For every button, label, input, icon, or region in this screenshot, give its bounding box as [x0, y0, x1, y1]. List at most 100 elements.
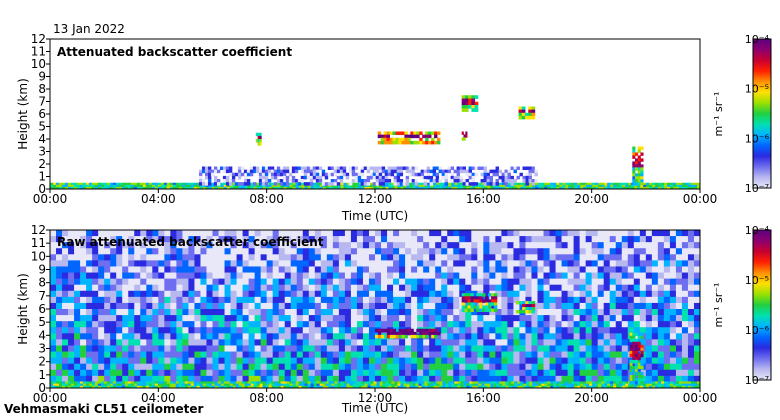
heatmap-cell: [266, 248, 274, 255]
heatmap-cell: [597, 230, 605, 237]
heatmap-cell: [272, 315, 280, 322]
heatmap-cell: [609, 321, 617, 328]
heatmap-cell: [289, 385, 294, 388]
heatmap-cell: [381, 166, 386, 171]
heatmap-cell: [436, 383, 440, 387]
heatmap-cell: [423, 169, 428, 174]
heatmap-cell: [212, 242, 219, 249]
heatmap-cell: [62, 272, 69, 280]
heatmap-cell: [220, 383, 225, 387]
heatmap-cell: [356, 375, 364, 383]
heatmap-cell: [428, 134, 432, 139]
heatmap-cell: [410, 328, 414, 333]
heatmap-cell: [561, 315, 568, 322]
heatmap-cell: [170, 327, 177, 334]
heatmap-cell: [145, 385, 150, 388]
heatmap-cell: [248, 254, 256, 261]
heatmap-cell: [411, 236, 418, 243]
heatmap-cell: [519, 363, 526, 371]
heatmap-cell: [254, 230, 262, 237]
heatmap-cell: [212, 363, 219, 371]
heatmap-cell: [561, 369, 568, 377]
heatmap-cell: [354, 179, 359, 183]
heatmap-cell: [266, 309, 274, 316]
heatmap-cell: [681, 351, 689, 359]
heatmap-cell: [242, 242, 250, 249]
heatmap-cell: [97, 182, 102, 186]
heatmap-cell: [640, 182, 644, 186]
heatmap-cell: [109, 182, 114, 186]
heatmap-cell: [585, 284, 593, 292]
heatmap-cell: [397, 385, 401, 388]
heatmap-cell: [231, 172, 236, 177]
heatmap-cell: [565, 184, 569, 188]
heatmap-cell: [320, 302, 328, 310]
heatmap-cell: [254, 369, 262, 377]
heatmap-cell: [478, 184, 482, 188]
heatmap-cell: [327, 182, 332, 186]
heatmap-cell: [687, 230, 695, 237]
heatmap-cell: [514, 385, 518, 388]
heatmap-cell: [688, 385, 692, 388]
heatmap-cell: [261, 182, 266, 186]
heatmap-cell: [220, 186, 225, 189]
heatmap-cell: [432, 179, 437, 183]
heatmap-cell: [633, 333, 641, 340]
heatmap-cell: [94, 385, 99, 388]
heatmap-cell: [200, 315, 207, 322]
heatmap-cell: [399, 302, 406, 310]
heatmap-cell: [483, 333, 490, 340]
heatmap-cell: [388, 186, 392, 189]
heatmap-cell: [302, 254, 310, 261]
heatmap-cell: [204, 175, 209, 180]
heatmap-cell: [543, 357, 550, 365]
heatmap-cell: [326, 363, 334, 371]
heatmap-cell: [591, 254, 599, 261]
heatmap-cell: [285, 179, 290, 183]
heatmap-cell: [357, 172, 362, 177]
heatmap-cell: [519, 321, 526, 328]
heatmap-cell: [489, 363, 496, 371]
heatmap-cell: [597, 302, 605, 310]
heatmap-cell: [424, 383, 428, 387]
heatmap-cell: [122, 284, 129, 292]
heatmap-cell: [225, 166, 230, 171]
heatmap-cell: [403, 381, 407, 385]
heatmap-cell: [236, 296, 243, 304]
heatmap-cell: [525, 242, 532, 249]
heatmap-cell: [291, 166, 296, 171]
heatmap-cell: [559, 383, 563, 387]
heatmap-cell: [314, 302, 322, 310]
heatmap-cell: [86, 327, 93, 334]
heatmap-cell: [278, 333, 286, 340]
heatmap-cell: [519, 254, 526, 261]
heatmap-cell: [314, 236, 322, 243]
heatmap-cell: [428, 140, 432, 145]
heatmap-cell: [50, 284, 57, 292]
heatmap-cell: [483, 169, 487, 174]
heatmap-cell: [501, 345, 508, 352]
heatmap-cell: [549, 296, 556, 304]
heatmap-cell: [296, 302, 304, 310]
heatmap-cell: [70, 385, 75, 388]
heatmap-cell: [681, 315, 689, 322]
heatmap-cell: [432, 166, 437, 171]
heatmap-cell: [675, 315, 683, 322]
heatmap-cell: [502, 186, 506, 189]
heatmap-cell: [469, 184, 473, 188]
heatmap-cell: [669, 272, 677, 280]
heatmap-cell: [337, 385, 341, 388]
heatmap-cell: [200, 321, 207, 328]
heatmap-cell: [603, 302, 611, 310]
heatmap-cell: [368, 357, 376, 365]
heatmap-cell: [577, 383, 581, 387]
heatmap-cell: [492, 169, 496, 174]
heatmap-cell: [640, 170, 644, 174]
heatmap-cell: [553, 182, 557, 186]
heatmap-cell: [441, 172, 446, 177]
heatmap-cell: [170, 309, 177, 316]
heatmap-cell: [338, 242, 346, 249]
heatmap-cell: [447, 315, 454, 322]
heatmap-cell: [56, 284, 63, 292]
heatmap-cell: [427, 184, 431, 188]
